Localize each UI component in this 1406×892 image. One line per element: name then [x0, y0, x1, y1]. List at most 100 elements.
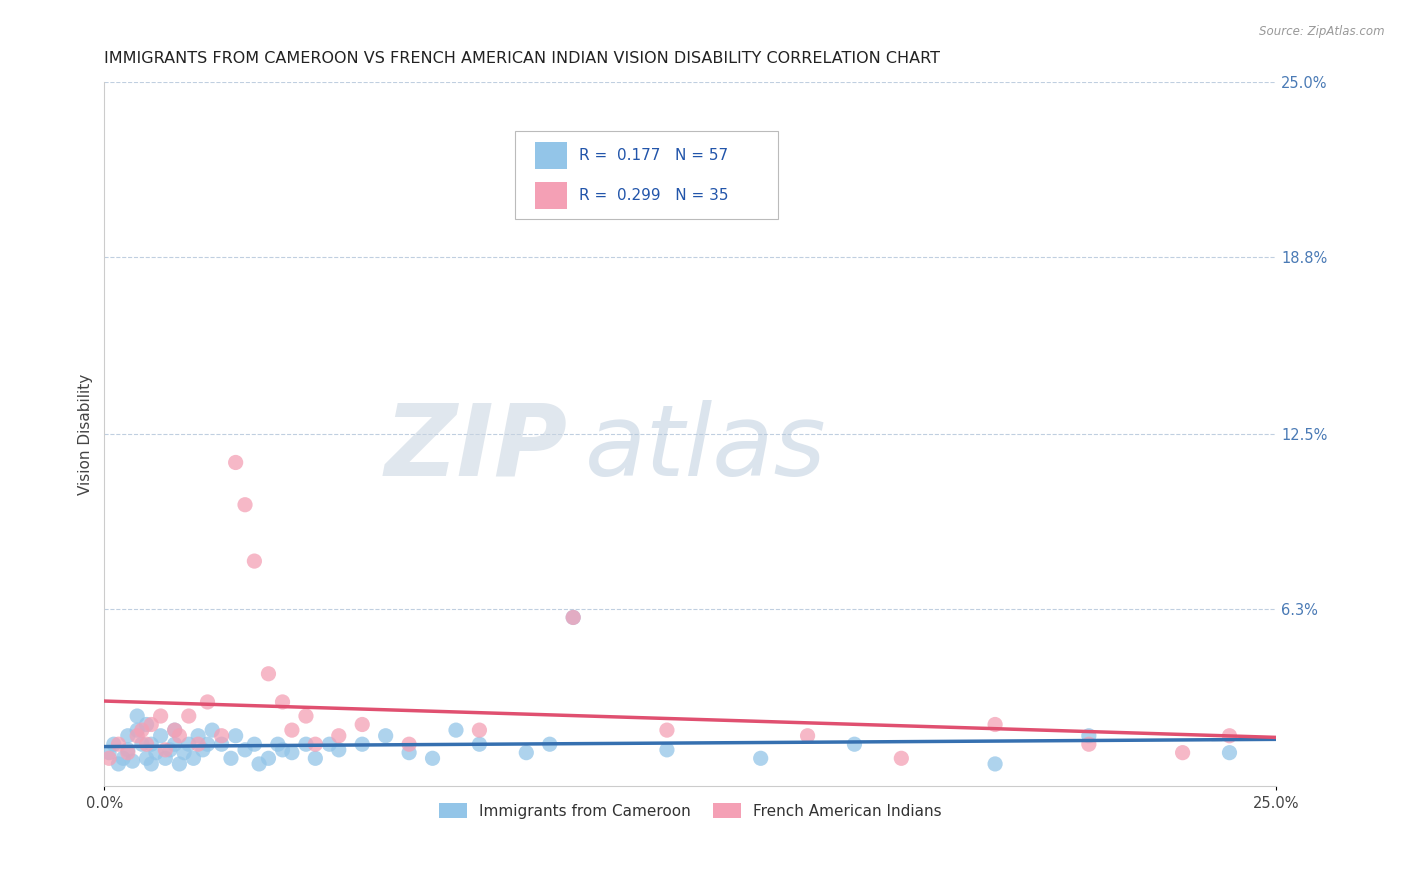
Point [169, 729, 191, 743]
Point [163, 737, 186, 751]
Bar [534, 142, 567, 169]
Point [173, 746, 195, 760]
Point [177, 737, 200, 751]
Point [219, 751, 242, 765]
Text: R =  0.299   N = 35: R = 0.299 N = 35 [579, 188, 728, 203]
Point [844, 737, 866, 751]
Point [304, 751, 326, 765]
Point [141, 717, 163, 731]
Point [247, 756, 270, 771]
Point [98, 751, 121, 765]
Point [352, 717, 374, 731]
Point [149, 729, 172, 743]
Point [135, 737, 157, 751]
Point [141, 756, 163, 771]
Point [183, 751, 205, 765]
Text: ZIP: ZIP [384, 400, 567, 497]
Point [163, 723, 186, 738]
Legend: Immigrants from Cameroon, French American Indians: Immigrants from Cameroon, French America… [433, 797, 948, 824]
Point [267, 737, 290, 751]
Point [225, 729, 247, 743]
Point [328, 729, 350, 743]
Point [655, 743, 678, 757]
Point [1218, 746, 1240, 760]
Point [398, 746, 420, 760]
Text: atlas: atlas [585, 400, 827, 497]
Point [117, 729, 139, 743]
Text: IMMIGRANTS FROM CAMEROON VS FRENCH AMERICAN INDIAN VISION DISABILITY CORRELATION: IMMIGRANTS FROM CAMEROON VS FRENCH AMERI… [104, 51, 941, 66]
Point [398, 737, 420, 751]
Point [281, 723, 304, 738]
Point [796, 729, 818, 743]
Point [1171, 746, 1194, 760]
Point [163, 723, 186, 738]
Point [155, 751, 177, 765]
Point [295, 709, 318, 723]
Point [177, 709, 200, 723]
Point [281, 746, 304, 760]
Point [201, 723, 224, 738]
Point [141, 737, 163, 751]
Text: Source: ZipAtlas.com: Source: ZipAtlas.com [1260, 25, 1385, 38]
Point [187, 729, 209, 743]
Point [468, 723, 491, 738]
Point [135, 717, 157, 731]
Point [112, 751, 135, 765]
Point [159, 743, 181, 757]
Point [121, 754, 143, 768]
Point [131, 737, 153, 751]
Point [117, 746, 139, 760]
Point [304, 737, 326, 751]
Point [233, 743, 256, 757]
Point [257, 751, 280, 765]
Point [103, 737, 125, 751]
Point [107, 756, 129, 771]
Point [422, 751, 444, 765]
Bar [534, 182, 567, 209]
Point [107, 737, 129, 751]
Point [127, 729, 149, 743]
Y-axis label: Vision Disability: Vision Disability [79, 374, 93, 495]
Point [655, 723, 678, 738]
Point [211, 737, 233, 751]
Point [1077, 729, 1099, 743]
Point [257, 666, 280, 681]
Point [538, 737, 561, 751]
Point [444, 723, 467, 738]
Point [197, 695, 219, 709]
Point [468, 737, 491, 751]
Point [562, 610, 585, 624]
Point [352, 737, 374, 751]
Point [145, 746, 167, 760]
Point [984, 756, 1007, 771]
Point [271, 743, 294, 757]
FancyBboxPatch shape [515, 131, 779, 219]
Point [1218, 729, 1240, 743]
Point [149, 709, 172, 723]
Point [169, 756, 191, 771]
Point [233, 498, 256, 512]
Point [117, 743, 139, 757]
Point [1077, 737, 1099, 751]
Point [374, 729, 396, 743]
Point [135, 751, 157, 765]
Point [127, 709, 149, 723]
Point [187, 737, 209, 751]
Point [984, 717, 1007, 731]
Point [890, 751, 912, 765]
Point [243, 554, 266, 568]
Point [127, 723, 149, 738]
Point [225, 455, 247, 469]
Point [197, 737, 219, 751]
Point [318, 737, 340, 751]
Point [328, 743, 350, 757]
Point [562, 610, 585, 624]
Point [515, 746, 537, 760]
Point [749, 751, 772, 765]
Point [295, 737, 318, 751]
Point [191, 743, 214, 757]
Point [243, 737, 266, 751]
Point [271, 695, 294, 709]
Point [131, 723, 153, 738]
Text: R =  0.177   N = 57: R = 0.177 N = 57 [579, 148, 728, 162]
